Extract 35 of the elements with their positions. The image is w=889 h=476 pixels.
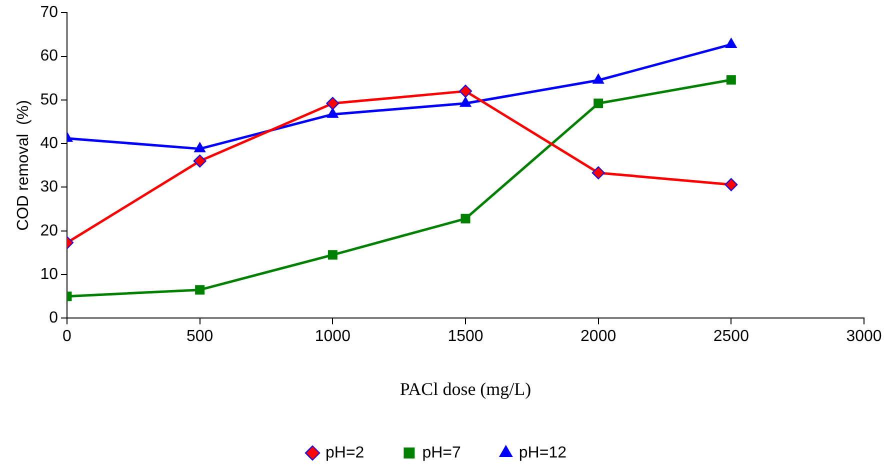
point xyxy=(326,96,340,110)
point xyxy=(725,38,737,48)
point xyxy=(594,98,604,108)
point xyxy=(326,108,338,118)
point xyxy=(193,154,206,168)
x-tick-label: 500 xyxy=(186,328,214,346)
point xyxy=(460,214,470,224)
y-tick-label: 40 xyxy=(40,134,58,152)
x-tick-label: 2500 xyxy=(713,328,750,346)
y-tick-label: 30 xyxy=(40,178,58,196)
x-axis-title: PACl dose (mg/L) xyxy=(400,378,532,399)
x-tick-label: 1000 xyxy=(314,328,351,346)
point xyxy=(726,75,736,85)
point xyxy=(328,250,338,260)
legend-label: pH=7 xyxy=(422,444,461,462)
y-tick-label: 70 xyxy=(40,4,58,22)
point xyxy=(194,142,206,152)
point xyxy=(592,166,605,180)
y-tick-label: 20 xyxy=(40,222,58,240)
point xyxy=(195,285,205,295)
y-axis-title: COD removal (%) xyxy=(15,100,32,231)
x-tick-label: 3000 xyxy=(846,328,882,346)
y-tick-label: 0 xyxy=(49,310,58,327)
point xyxy=(460,96,472,107)
point xyxy=(459,84,472,98)
legend-label: pH=2 xyxy=(326,444,364,462)
point xyxy=(724,178,738,192)
legend-label: pH=12 xyxy=(518,444,567,462)
x-tick-label: 0 xyxy=(62,328,72,346)
y-tick-label: 50 xyxy=(40,91,58,108)
point xyxy=(592,74,604,84)
x-tick-label: 2000 xyxy=(580,328,616,346)
y-tick-label: 10 xyxy=(40,266,58,283)
y-tick-label: 60 xyxy=(40,48,58,65)
x-tick-label: 1500 xyxy=(448,328,484,346)
